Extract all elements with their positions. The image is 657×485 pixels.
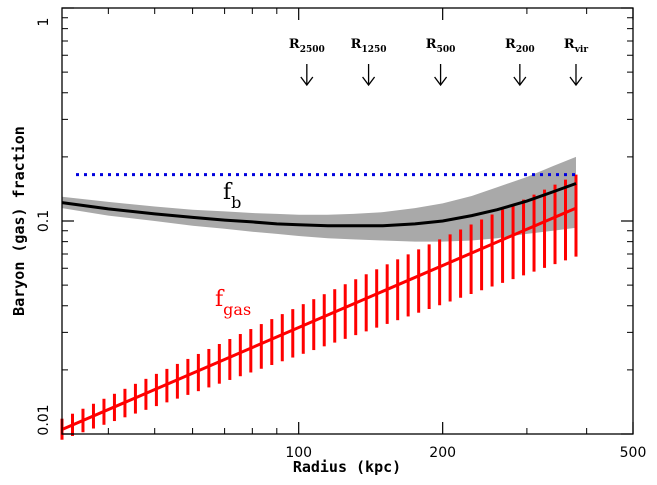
fgas-label-main: f (215, 287, 225, 312)
radius-marker-label: R200 (505, 37, 535, 55)
x-axis-title: Radius (kpc) (293, 458, 401, 476)
radius-marker: R2500 (289, 37, 325, 87)
fb-label-sub: b (231, 193, 241, 212)
radius-marker-symbol: R (351, 37, 362, 52)
fb-line (61, 182, 577, 228)
radius-marker-arrow-head (362, 76, 376, 87)
radius-marker: R200 (505, 37, 535, 87)
radius-marker-label: R500 (426, 37, 456, 55)
x-tick-label: 200 (429, 445, 456, 461)
series-line-layer (61, 182, 577, 431)
x-tick-label: 100 (285, 445, 312, 461)
fgas-line (61, 206, 577, 431)
radius-marker: R500 (426, 37, 456, 87)
radius-marker-symbol: R (426, 37, 437, 52)
radius-marker-subscript: 2500 (300, 45, 325, 55)
y-axis-title: Baryon (gas) fraction (10, 126, 28, 316)
radius-marker-symbol: R (289, 37, 300, 52)
radius-marker: Rvir (564, 37, 588, 87)
fgas-label: fgas (215, 287, 251, 319)
fgas-label-sub: gas (223, 300, 251, 319)
fb-band-layer (62, 156, 576, 242)
radius-marker-label: R1250 (351, 37, 387, 55)
y-tick-label: 0.1 (36, 210, 52, 232)
y-ticks-layer: 0.01 0.1 1 (36, 7, 633, 436)
fb-uncertainty-band (62, 156, 576, 242)
y-tick-label: 1 (36, 18, 52, 27)
x-ticks-layer: 100 200 500 (107, 8, 647, 461)
radius-marker-label: Rvir (564, 37, 588, 55)
radius-marker-label: R2500 (289, 37, 325, 55)
radius-marker-symbol: R (505, 37, 516, 52)
radius-marker-arrow-head (300, 76, 314, 87)
radius-marker-arrow-head (513, 76, 527, 87)
radius-marker-subscript: vir (574, 45, 589, 55)
fgas-errorbar-layer (60, 174, 578, 440)
fb-label-main: f (223, 180, 233, 205)
x-tick-label: 500 (620, 445, 647, 461)
marker-layer: R2500 R1250 R500 R200 Rvir (289, 37, 588, 87)
radius-marker-arrow-head (434, 76, 448, 87)
fb-label: fb (223, 180, 241, 212)
radius-marker-subscript: 200 (516, 45, 535, 55)
radius-marker-symbol: R (564, 37, 575, 52)
radius-marker-subscript: 500 (437, 45, 456, 55)
radius-marker: R1250 (351, 37, 387, 87)
radius-marker-subscript: 1250 (361, 45, 386, 55)
y-tick-label: 0.01 (36, 404, 52, 435)
radius-marker-arrow-head (569, 76, 583, 87)
